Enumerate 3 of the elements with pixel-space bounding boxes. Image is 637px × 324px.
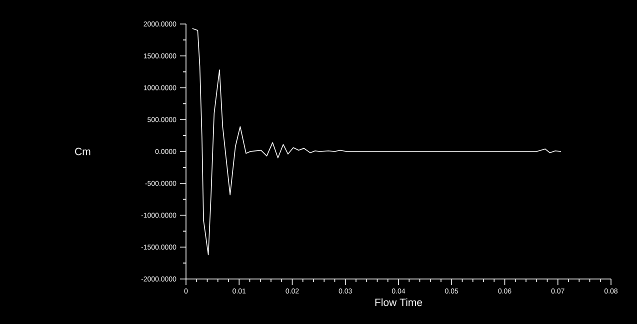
line-series	[192, 28, 562, 256]
y-axis-title: Cm	[75, 148, 90, 156]
x-axis-title: Flow Time	[375, 298, 422, 306]
